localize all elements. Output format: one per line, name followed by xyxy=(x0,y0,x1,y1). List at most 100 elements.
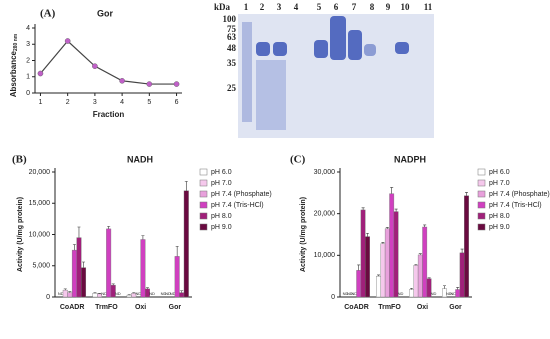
panel-label: (C) xyxy=(290,154,306,166)
point xyxy=(37,70,44,77)
value-label: ND xyxy=(170,291,176,296)
value-label: ND xyxy=(161,291,167,296)
legend-swatch xyxy=(199,179,208,187)
legend-label: pH 6.0 xyxy=(489,169,510,176)
legend-swatch xyxy=(477,179,486,187)
error-bar xyxy=(394,208,398,212)
y-axis-label: Activity (U/mg protein) xyxy=(17,197,24,272)
error-bar xyxy=(141,235,145,240)
value-label: ND xyxy=(450,291,456,296)
x-tick-label: TrmFO xyxy=(95,304,118,311)
x-tick-label: CoADR xyxy=(60,304,85,311)
bar xyxy=(464,195,469,298)
bar xyxy=(62,289,68,298)
bar xyxy=(417,254,423,298)
gel-lane-label: 7 xyxy=(352,2,357,12)
bar xyxy=(71,249,77,298)
y-axis-label: Absorbance280 nm xyxy=(9,33,19,97)
legend-label: pH 7.4 (Tris-HCl) xyxy=(211,202,264,209)
gel-unit: kDa xyxy=(214,2,231,12)
error-bar xyxy=(111,283,115,286)
x-tick-label: 6 xyxy=(175,99,179,106)
legend-label: pH 7.4 (Phosphate) xyxy=(211,191,272,198)
x-tick-label: Oxi xyxy=(417,304,428,311)
x-axis-label: Fraction xyxy=(93,110,125,119)
y-tick-label: 10,000 xyxy=(29,231,51,238)
value-label: ND xyxy=(347,291,353,296)
bar xyxy=(365,236,370,298)
legend-swatch xyxy=(199,190,208,198)
error-bar xyxy=(77,226,81,238)
legend-label: pH 7.0 xyxy=(211,180,232,187)
y-axis-label-sub: 280 nm xyxy=(13,33,19,51)
x-tick-label: 1 xyxy=(38,99,42,106)
gel-marker-label: 35 xyxy=(227,58,237,68)
legend-swatch xyxy=(199,201,208,209)
bar xyxy=(67,292,73,298)
point xyxy=(64,38,71,44)
legend-label: pH 7.4 (Phosphate) xyxy=(489,191,550,198)
error-bar xyxy=(366,232,369,237)
gel-marker-label: 75 xyxy=(227,24,237,34)
error-bar xyxy=(465,192,468,196)
y-tick-label: 20,000 xyxy=(314,211,336,218)
value-label: ND xyxy=(431,291,437,296)
bar xyxy=(174,256,180,298)
y-axis-label-main: Absorbance xyxy=(9,50,18,97)
error-bar xyxy=(82,261,86,268)
gel-lane-label: 8 xyxy=(370,2,375,12)
gel-lane-label: 9 xyxy=(386,2,391,12)
value-label: ND xyxy=(149,291,155,296)
point xyxy=(119,78,125,84)
y-axis-label: Activity (U/mg protein) xyxy=(300,197,307,272)
y-tick-label: 2 xyxy=(26,57,30,64)
point xyxy=(92,63,98,69)
error-bar xyxy=(381,242,385,244)
x-tick-label: 3 xyxy=(93,99,97,106)
error-bar xyxy=(93,292,97,294)
value-label: ND xyxy=(115,291,121,296)
error-bar xyxy=(361,207,365,210)
y-tick-label: 20,000 xyxy=(29,169,51,176)
bar xyxy=(459,252,465,298)
bar xyxy=(106,228,112,298)
bar xyxy=(389,193,395,298)
gel-lane-label: 2 xyxy=(260,2,265,12)
bar xyxy=(409,289,414,298)
bar xyxy=(183,190,189,298)
value-label: ND xyxy=(343,291,349,296)
bar xyxy=(92,293,98,298)
gel-marker-label: 100 xyxy=(223,14,237,24)
error-bar xyxy=(180,290,184,293)
x-tick-label: TrmFO xyxy=(378,304,401,311)
gel-marker-label: 63 xyxy=(227,32,237,42)
legend-swatch xyxy=(477,212,486,220)
bar xyxy=(126,294,132,298)
value-label: ND xyxy=(58,291,64,296)
error-bar xyxy=(175,246,179,257)
y-tick-label: 0 xyxy=(26,90,30,97)
error-bar xyxy=(68,291,72,293)
legend-label: pH 6.0 xyxy=(211,169,232,176)
gel-lane-label: 5 xyxy=(317,2,322,12)
legend-swatch xyxy=(199,212,208,220)
gel-lane-label: 11 xyxy=(424,2,433,12)
value-label: ND xyxy=(398,291,404,296)
bar xyxy=(179,292,185,298)
error-bar xyxy=(377,274,380,277)
x-tick-label: 2 xyxy=(66,99,70,106)
bar xyxy=(422,226,428,298)
value-label: ND xyxy=(101,291,107,296)
error-bar xyxy=(184,181,188,191)
error-bar xyxy=(132,292,136,294)
gel-lane-label: 1 xyxy=(244,2,249,12)
bar xyxy=(384,228,390,298)
gel-lane-label: 4 xyxy=(294,2,299,12)
point xyxy=(146,81,153,87)
bar xyxy=(413,265,419,298)
chart-title: NADH xyxy=(127,154,153,164)
error-bar xyxy=(460,248,464,253)
error-bar xyxy=(107,226,111,229)
legend-swatch xyxy=(199,168,208,176)
error-bar xyxy=(63,288,67,291)
